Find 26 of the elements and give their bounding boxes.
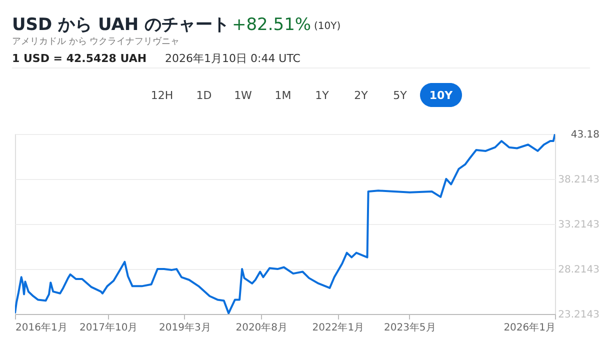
x-tick-label: 2026年1月	[504, 322, 556, 334]
chart-title: USD から UAH のチャート	[12, 15, 230, 35]
x-tick-label: 2019年3月	[159, 322, 211, 334]
y-tick-label: 43.18	[570, 130, 600, 140]
x-tick-label: 2016年1月	[16, 322, 68, 334]
text: (10Y)	[314, 21, 341, 32]
text: 5Y	[393, 89, 408, 102]
text: 2Y	[354, 89, 368, 102]
y-tick-label: 28.2143	[558, 264, 600, 276]
text: 1W	[234, 89, 252, 102]
text: +82.51%	[232, 15, 312, 35]
x-tick-label: 2022年1月	[312, 322, 364, 334]
y-tick-label: 33.2143	[558, 219, 600, 230]
text: 1D	[196, 89, 212, 102]
text: 1M	[274, 89, 292, 102]
text: 12H	[150, 89, 174, 102]
x-tick-label: 2017年10月	[80, 322, 138, 334]
text: 1 USD = 42.5428 UAH	[12, 52, 147, 65]
chart-subtitle: アメリカドル から ウクライナフリヴニャ	[12, 36, 180, 47]
text: 1Y	[315, 89, 330, 102]
x-tick-label: 2020年8月	[236, 322, 288, 334]
x-tick-label: 2023年5月	[384, 322, 436, 334]
y-tick-label: 38.2143	[558, 174, 600, 186]
text: 10Y	[429, 89, 454, 102]
text: 2026年1月10日 0:44 UTC	[165, 52, 301, 65]
y-tick-label: 23.2143	[558, 310, 600, 320]
